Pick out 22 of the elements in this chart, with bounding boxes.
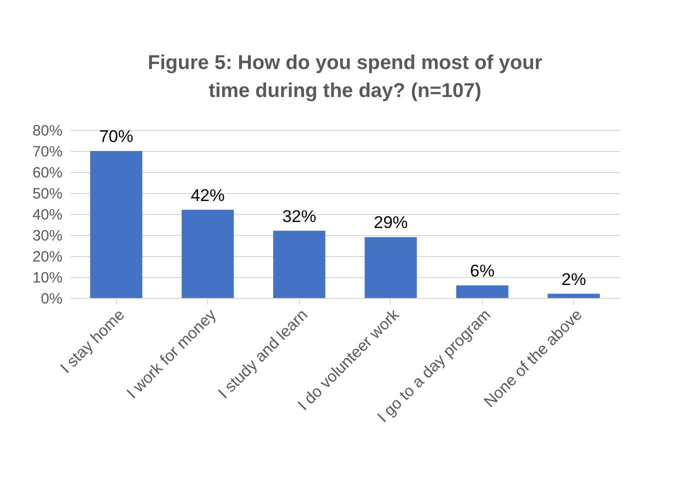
y-tick-label: 60%	[32, 164, 62, 182]
bar	[182, 210, 234, 298]
data-label: 70%	[99, 127, 134, 146]
chart-title: Figure 5: How do you spend most of your time during the day? (n=107)	[148, 52, 542, 102]
bar	[90, 151, 142, 298]
bar	[456, 285, 508, 298]
y-tick-label: 40%	[32, 206, 62, 224]
data-label: 42%	[190, 186, 225, 205]
y-tick-label: 30%	[32, 228, 62, 244]
y-tick-label: 0%	[40, 290, 62, 308]
data-label: 32%	[282, 206, 316, 226]
y-tick-label: 10%	[32, 270, 62, 286]
y-tick-label: 20%	[32, 248, 62, 266]
bar	[364, 237, 417, 298]
data-label: 2%	[561, 270, 586, 289]
data-label: 6%	[470, 261, 495, 280]
y-tick-label: 70%	[32, 144, 62, 160]
y-tick-label: 80%	[32, 122, 62, 140]
data-label: 29%	[374, 213, 408, 232]
bar	[273, 230, 326, 298]
bar	[548, 294, 600, 298]
y-tick-label: 50%	[32, 186, 62, 202]
